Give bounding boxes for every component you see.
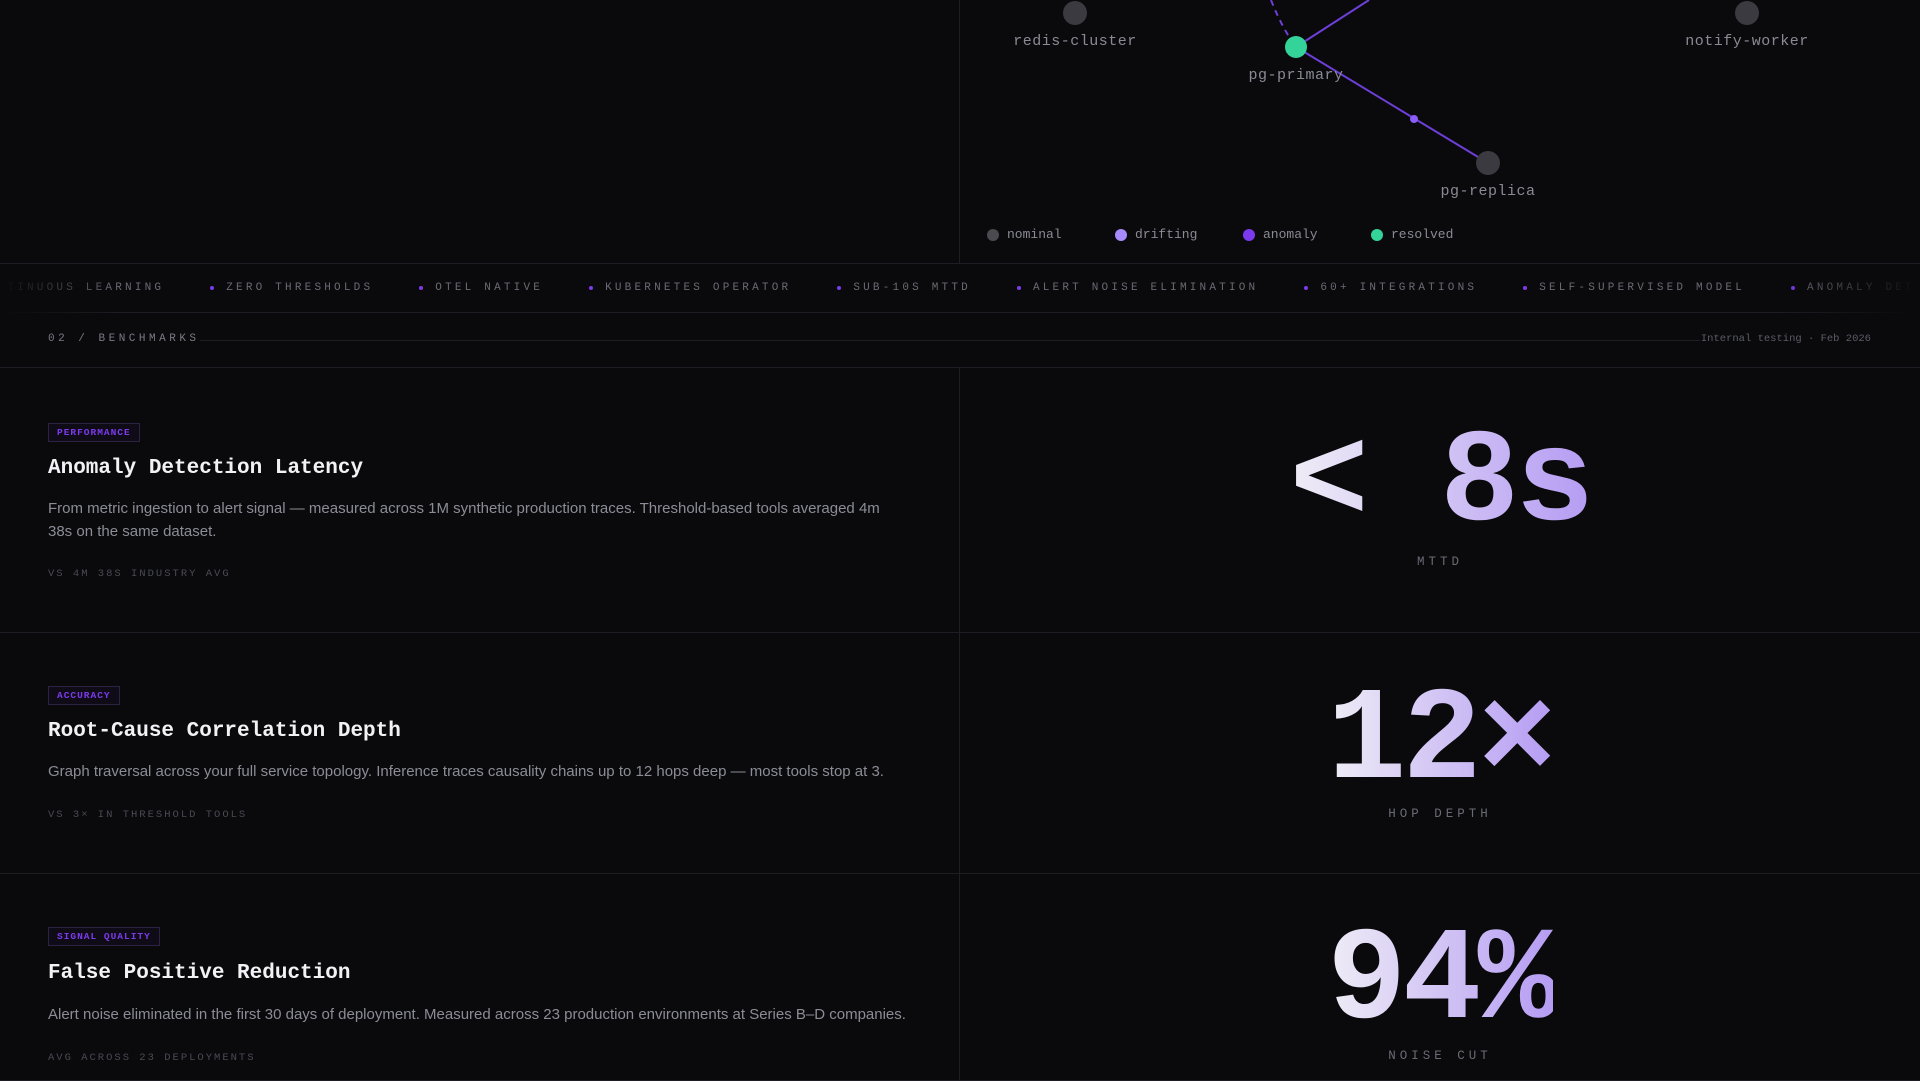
node-label: redis-cluster bbox=[1013, 33, 1137, 50]
section-header: 02 / BENCHMARKS Internal testing · Feb 2… bbox=[0, 313, 1920, 368]
divider bbox=[959, 367, 960, 632]
benchmark-description: From metric ingestion to alert signal — … bbox=[48, 500, 880, 540]
stat-label: NOISE CUT bbox=[1388, 1049, 1492, 1063]
hero-section bbox=[0, 0, 1920, 264]
legend-item: nominal bbox=[987, 227, 1062, 242]
stat-value: 94% bbox=[1327, 907, 1557, 1057]
benchmark-title: Anomaly Detection Latency bbox=[48, 457, 364, 480]
benchmark-description: Graph traversal across your full service… bbox=[48, 763, 884, 780]
node bbox=[1285, 36, 1307, 58]
packet bbox=[1410, 115, 1418, 123]
node bbox=[1476, 151, 1500, 175]
benchmark-row: SIGNAL QUALITY False Positive Reduction Al… bbox=[0, 873, 1920, 1081]
benchmark-title: False Positive Reduction bbox=[48, 962, 351, 985]
legend-label: drifting bbox=[1135, 227, 1198, 242]
legend-item: anomaly bbox=[1243, 227, 1318, 242]
ticker-item: OTEL NATIVE bbox=[419, 282, 543, 294]
stat-value: 12× bbox=[1327, 667, 1557, 817]
benchmark-footnote: VS 4M 38S INDUSTRY AVG bbox=[48, 568, 231, 580]
tag: ACCURACY bbox=[48, 686, 120, 705]
stat-wrap: 94% bbox=[960, 916, 1920, 1048]
stat-wrap: 12× bbox=[960, 676, 1920, 808]
ticker: CONTINUOUS LEARNING ZERO THRESHOLDS OTEL N… bbox=[0, 264, 1920, 313]
benchmark-title: Root-Cause Correlation Depth bbox=[48, 720, 401, 743]
ticker-item: SUB-10S MTTD bbox=[837, 282, 971, 294]
stat-label: MTTD bbox=[1416, 555, 1463, 569]
divider bbox=[959, 0, 960, 263]
ticker-track: CONTINUOUS LEARNING ZERO THRESHOLDS OTEL N… bbox=[0, 264, 1920, 312]
benchmark-row: PERFORMANCE Anomaly Detection Latency From… bbox=[0, 367, 1920, 633]
node bbox=[1063, 1, 1087, 25]
legend-label: nominal bbox=[1007, 227, 1062, 242]
legend-item: drifting bbox=[1115, 227, 1197, 242]
benchmark-description: Alert noise eliminated in the first 30 d… bbox=[48, 1006, 906, 1023]
divider bbox=[959, 873, 960, 1080]
stat-wrap: < 8s bbox=[960, 418, 1920, 550]
legend-label: anomaly bbox=[1263, 227, 1318, 242]
node-label: notify-worker bbox=[1685, 33, 1809, 50]
node-label: pg-primary bbox=[1248, 67, 1343, 84]
rule bbox=[200, 340, 1700, 341]
ticker-item: KUBERNETES OPERATOR bbox=[589, 282, 791, 294]
tag: SIGNAL QUALITY bbox=[48, 927, 160, 946]
ticker-item: ANOMALY DETECTION bbox=[1791, 282, 1920, 294]
ticker-item: ALERT NOISE ELIMINATION bbox=[1017, 282, 1258, 294]
node-label: pg-replica bbox=[1440, 183, 1535, 200]
section-label: 02 / BENCHMARKS bbox=[48, 333, 200, 345]
benchmark-footnote: AVG ACROSS 23 DEPLOYMENTS bbox=[48, 1052, 256, 1064]
stat-value: < 8s bbox=[1289, 409, 1595, 559]
divider bbox=[959, 632, 960, 873]
tag: PERFORMANCE bbox=[48, 423, 140, 442]
stat-label: HOP DEPTH bbox=[1388, 807, 1492, 821]
node bbox=[1735, 1, 1759, 25]
ticker-item: ZERO THRESHOLDS bbox=[210, 282, 373, 294]
section-note: Internal testing · Feb 2026 bbox=[1700, 333, 1871, 345]
ticker-item: CONTINUOUS LEARNING bbox=[0, 282, 164, 294]
ticker-item: SELF-SUPERVISED MODEL bbox=[1523, 282, 1745, 294]
benchmark-row: ACCURACY Root-Cause Correlation Depth Grap… bbox=[0, 632, 1920, 874]
legend-item: resolved bbox=[1371, 227, 1453, 242]
benchmark-footnote: VS 3× IN THRESHOLD TOOLS bbox=[48, 809, 248, 821]
edge bbox=[1295, 0, 1370, 48]
edge bbox=[1295, 46, 1489, 164]
topology-graph: redis-cluster pg-primary notify-worker p… bbox=[1013, 0, 1809, 200]
ticker-item: 60+ INTEGRATIONS bbox=[1304, 282, 1477, 294]
legend-label: resolved bbox=[1391, 227, 1454, 242]
